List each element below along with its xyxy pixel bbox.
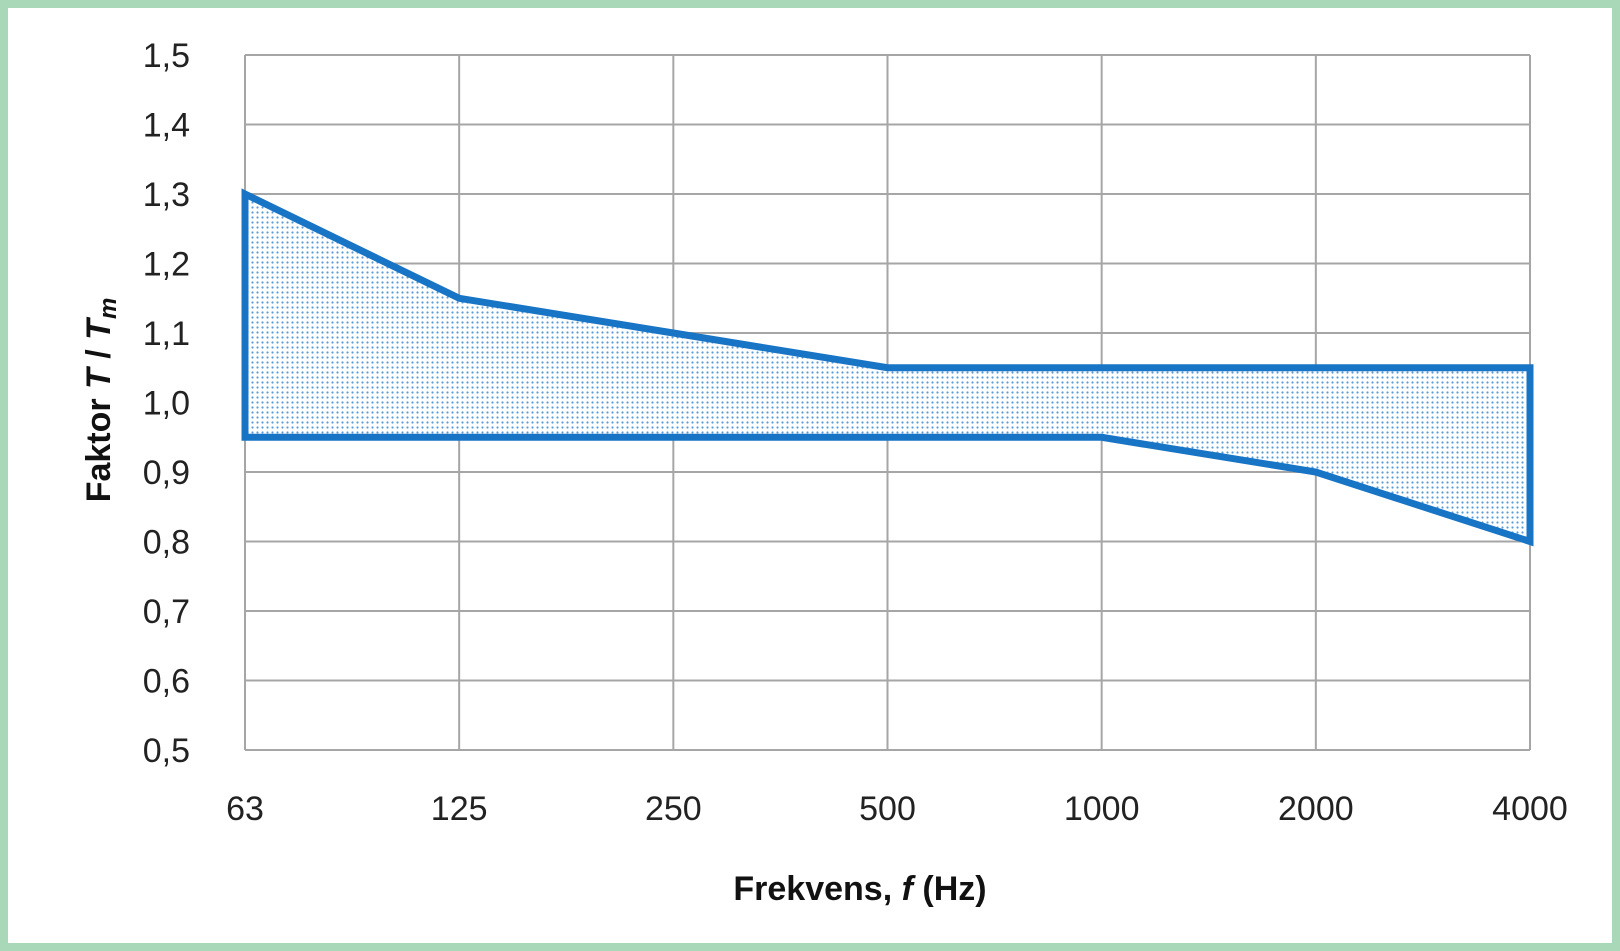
x-tick-label: 250: [645, 790, 702, 828]
y-tick-label: 0,6: [143, 663, 190, 701]
y-tick-label: 0,8: [143, 524, 190, 562]
x-tick-label: 1000: [1064, 790, 1140, 828]
x-axis-title: Frekvens, f (Hz): [733, 870, 986, 908]
y-tick-label: 1,5: [143, 37, 190, 75]
x-tick-label: 4000: [1492, 790, 1568, 828]
x-tick-label: 500: [859, 790, 916, 828]
y-tick-label: 1,4: [143, 107, 190, 145]
y-tick-label: 1,3: [143, 176, 190, 214]
x-tick-label: 125: [431, 790, 488, 828]
y-tick-label: 0,7: [143, 593, 190, 631]
tolerance-band-outline: [241, 188, 1534, 547]
y-axis-title: Faktor T / Tm: [80, 298, 122, 503]
x-tick-label: 63: [226, 790, 264, 828]
y-tick-label: 1,0: [143, 385, 190, 423]
y-tick-labels: 1,5 1,4 1,3 1,2 1,1 1,0 0,9 0,8 0,7 0,6 0,5: [143, 37, 190, 770]
x-tick-labels: 63 125 250 500 1000 2000 4000: [226, 790, 1568, 828]
x-tick-label: 2000: [1278, 790, 1354, 828]
y-tick-label: 1,1: [143, 315, 190, 353]
y-tick-label: 0,9: [143, 454, 190, 492]
y-tick-label: 0,5: [143, 732, 190, 770]
y-tick-label: 1,2: [143, 246, 190, 284]
